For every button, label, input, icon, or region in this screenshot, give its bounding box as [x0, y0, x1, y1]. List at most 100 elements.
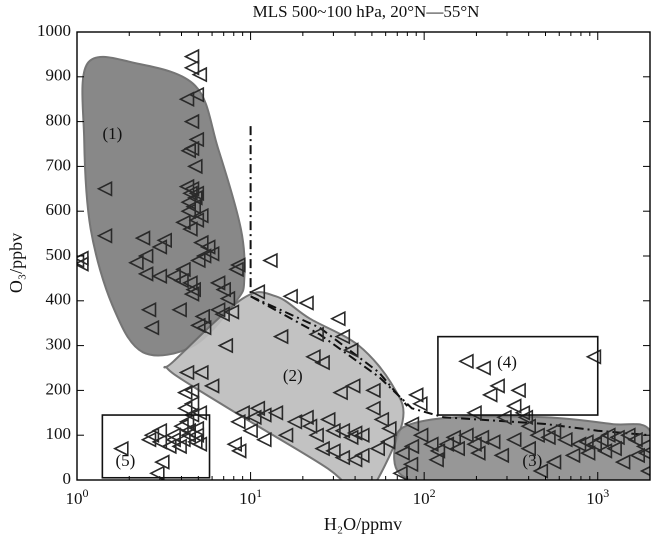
data-point	[175, 261, 191, 278]
y-tick-label: 500	[46, 245, 72, 264]
data-point	[140, 302, 157, 318]
data-point	[185, 198, 201, 215]
data-point	[249, 400, 266, 417]
region-label-2: (2)	[283, 366, 303, 385]
data-point	[540, 429, 556, 446]
data-point	[277, 427, 294, 443]
data-point	[381, 420, 397, 437]
data-point	[185, 281, 201, 298]
data-point	[191, 436, 208, 452]
data-point	[606, 440, 622, 457]
data-point	[449, 440, 466, 457]
data-point	[182, 275, 198, 291]
data-point	[392, 465, 408, 480]
data-point	[354, 447, 370, 464]
y-axis-title: O₃/ppbv	[6, 233, 26, 293]
data-point	[230, 257, 246, 273]
data-point	[165, 431, 181, 448]
data-point	[298, 409, 314, 426]
data-point	[344, 378, 361, 394]
x-tick-label-exponent: 0	[83, 486, 89, 500]
data-point	[256, 407, 272, 423]
data-point	[215, 281, 231, 298]
y-tick-label: 700	[46, 155, 72, 174]
data-point	[134, 230, 151, 246]
data-point	[249, 284, 266, 300]
data-point	[113, 440, 129, 457]
region-label-3: (3)	[522, 451, 542, 470]
data-point	[458, 427, 474, 443]
data-point	[256, 431, 272, 448]
data-point	[489, 378, 505, 394]
region-2-shape	[163, 291, 405, 480]
data-point	[272, 328, 289, 345]
data-point	[475, 360, 491, 376]
data-point	[609, 429, 625, 446]
data-point	[137, 266, 154, 282]
data-point	[466, 436, 482, 452]
y-tick-label: 1000	[37, 21, 71, 40]
data-point	[149, 465, 165, 480]
data-point	[173, 418, 189, 434]
data-point	[517, 409, 534, 426]
data-point	[334, 449, 351, 466]
data-point	[629, 447, 646, 464]
data-point	[627, 431, 643, 448]
data-point	[438, 436, 455, 452]
data-point	[301, 418, 318, 434]
data-point	[176, 400, 193, 417]
data-point	[178, 91, 195, 107]
data-point	[403, 438, 420, 455]
x-tick-label-exponent: 1	[256, 486, 262, 500]
data-point	[403, 416, 420, 432]
data-point	[180, 203, 196, 219]
data-point	[230, 414, 246, 430]
data-point	[520, 418, 537, 434]
y-tick-label: 800	[46, 111, 72, 130]
data-point	[325, 443, 341, 459]
data-point	[223, 304, 240, 320]
data-point	[473, 429, 490, 446]
x-tick-label: 103	[586, 486, 609, 508]
data-point	[593, 431, 609, 448]
data-point	[128, 254, 144, 271]
data-point	[529, 427, 545, 443]
data-point	[77, 256, 89, 272]
data-point	[423, 436, 439, 452]
data-point	[193, 207, 209, 224]
x-tick-label-exponent: 2	[430, 486, 436, 500]
region-1-shape	[81, 55, 246, 357]
data-point	[637, 447, 650, 460]
data-point	[175, 214, 191, 231]
data-point	[394, 445, 410, 461]
data-point	[458, 353, 474, 370]
data-point	[191, 66, 208, 83]
data-point	[183, 286, 200, 302]
data-point	[585, 349, 602, 365]
data-point	[564, 447, 581, 464]
x-tick-label-base: 10	[413, 489, 430, 508]
data-point	[219, 290, 236, 307]
data-point	[614, 454, 631, 470]
data-point	[178, 414, 195, 430]
data-point	[545, 454, 562, 470]
x-axis-title: H₂O/ppmv	[324, 514, 402, 534]
data-point	[429, 443, 446, 459]
data-point	[428, 452, 444, 468]
data-point	[228, 261, 244, 278]
chart-title: MLS 500~100 hPa, 20°N—55°N	[253, 2, 480, 21]
region-label-1: (1)	[103, 124, 123, 143]
y-tick-label: 600	[46, 200, 72, 219]
data-point	[137, 248, 154, 264]
data-point	[308, 326, 324, 343]
y-tick-label: 0	[63, 469, 72, 488]
x-tick-label: 102	[413, 486, 436, 508]
data-point	[470, 445, 486, 461]
data-point	[334, 422, 351, 439]
data-point	[151, 422, 168, 439]
data-point	[203, 246, 220, 262]
data-point	[171, 302, 187, 318]
data-point	[209, 275, 226, 291]
